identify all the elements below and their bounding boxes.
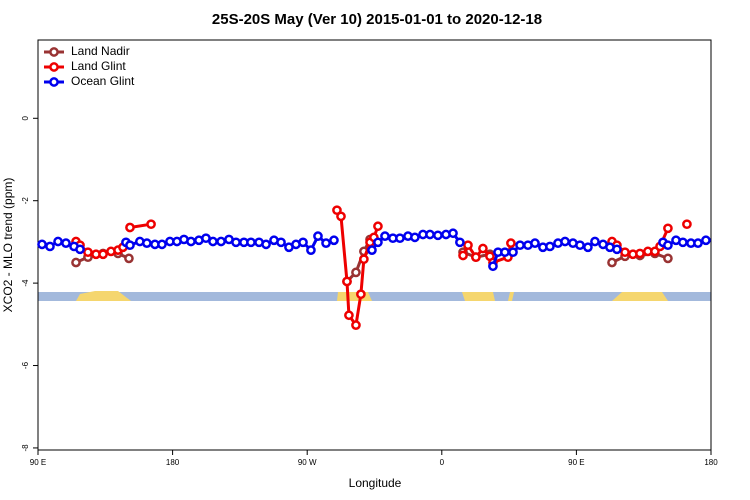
legend-marker (49, 47, 59, 57)
data-point (157, 239, 167, 250)
data-point (231, 237, 241, 248)
data-point (471, 252, 481, 263)
legend-label: Land Glint (71, 59, 126, 73)
data-point (146, 219, 156, 230)
data-point (448, 228, 458, 239)
data-point (342, 276, 352, 287)
data-point (425, 229, 435, 240)
y-tick-label: -4 (21, 279, 30, 287)
x-axis-label: Longitude (349, 476, 402, 490)
data-point (208, 236, 218, 247)
data-point (463, 240, 473, 251)
data-point (620, 247, 630, 258)
data-point (635, 248, 645, 259)
data-point (693, 238, 703, 248)
data-point (216, 236, 226, 247)
data-point (575, 240, 585, 251)
data-point (276, 237, 286, 248)
data-point (306, 245, 316, 256)
data-point (142, 238, 152, 248)
data-point (313, 231, 323, 241)
data-point (500, 247, 510, 258)
data-point (682, 219, 692, 230)
data-point (125, 240, 135, 251)
y-tick-label: -2 (21, 197, 30, 205)
data-point (478, 243, 488, 254)
legend-marker (49, 62, 59, 72)
data-point (329, 235, 339, 246)
x-tick-label: 90 E (30, 458, 46, 467)
data-point (488, 261, 498, 272)
data-point (37, 239, 47, 250)
data-point (410, 232, 420, 243)
legend-label: Land Nadir (71, 44, 130, 58)
y-axis-label: XCO2 - MLO trend (ppm) (1, 178, 15, 313)
x-tick-label: 90 E (568, 458, 584, 467)
data-point (433, 230, 443, 241)
data-point (663, 240, 673, 251)
data-point (506, 238, 516, 248)
map-strip (38, 291, 711, 301)
legend-marker (49, 77, 59, 87)
data-point (663, 223, 673, 234)
data-point (530, 238, 540, 248)
y-tick-label: -6 (21, 361, 30, 369)
data-point (545, 241, 555, 252)
data-point (560, 236, 570, 247)
data-point (186, 236, 196, 247)
data-point (298, 237, 308, 248)
data-point (373, 237, 383, 248)
data-point (455, 237, 465, 248)
x-tick-label: 180 (166, 458, 180, 467)
data-point (663, 253, 673, 264)
data-point (75, 244, 85, 255)
data-point (373, 221, 383, 232)
x-tick-label: 90 W (298, 458, 317, 467)
data-point (395, 233, 405, 244)
data-point (336, 211, 346, 222)
data-point (45, 241, 55, 252)
data-point (590, 236, 600, 247)
data-point (321, 238, 331, 248)
data-point (612, 244, 622, 255)
chart-title: 25S-20S May (Ver 10) 2015-01-01 to 2020-… (212, 11, 542, 28)
data-point (607, 257, 617, 268)
data-point (515, 240, 525, 251)
data-point (83, 247, 93, 258)
y-tick-label: -8 (21, 444, 30, 452)
data-point (701, 235, 711, 246)
data-point (356, 289, 366, 300)
data-point (53, 236, 63, 247)
data-point (61, 238, 71, 248)
data-point (678, 237, 688, 248)
data-point (125, 222, 135, 233)
data-point (351, 320, 361, 330)
data-point (246, 237, 256, 248)
data-point (367, 245, 377, 256)
data-point (124, 253, 134, 264)
data-point (508, 247, 518, 258)
data-point (261, 239, 271, 250)
data-point (98, 249, 108, 260)
y-tick-label: 0 (21, 116, 30, 121)
data-point (380, 231, 390, 241)
data-point (344, 310, 354, 321)
x-tick-label: 180 (704, 458, 718, 467)
data-point (583, 242, 593, 253)
x-tick-label: 0 (440, 458, 445, 467)
data-point (458, 250, 468, 261)
data-point (351, 267, 361, 278)
data-point (359, 254, 369, 265)
legend-label: Ocean Glint (71, 74, 135, 88)
data-point (71, 257, 81, 268)
